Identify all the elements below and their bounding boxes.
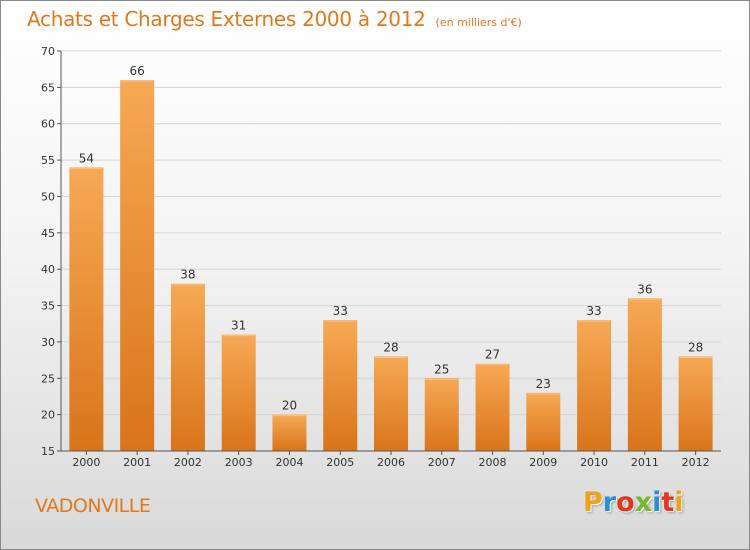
chart-title-text: Achats et Charges Externes 2000 à 2012 [27,7,426,31]
bar [69,167,104,451]
x-tick-label: 2001 [123,456,151,469]
data-label: 23 [536,377,551,391]
x-tick-label: 2007 [428,456,456,469]
x-tick-label: 2003 [225,456,253,469]
data-label: 38 [180,268,195,282]
chart-title: Achats et Charges Externes 2000 à 2012 (e… [27,7,522,31]
proxiti-logo: Proxiti [583,487,684,518]
y-tick-label: 60 [41,118,55,131]
data-label: 25 [434,362,449,376]
bar [120,80,155,451]
bar [577,320,612,451]
bar [627,298,662,451]
logo-letter: x [634,487,653,518]
bar [374,356,408,451]
x-tick-label: 2000 [72,456,100,469]
y-tick-label: 40 [41,263,55,276]
y-tick-label: 20 [41,409,55,422]
y-tick-label: 65 [41,81,55,94]
bar [221,334,256,451]
x-tick-label: 2011 [631,456,659,469]
data-label: 27 [485,348,500,362]
bar [475,363,510,451]
x-tick-label: 2004 [275,456,303,469]
y-tick-label: 50 [41,190,55,203]
data-label: 66 [130,64,145,78]
x-tick-label: 2008 [479,456,507,469]
x-tick-label: 2006 [377,456,405,469]
bar [424,378,459,451]
y-tick-label: 30 [41,336,55,349]
bar [272,414,307,451]
x-tick-label: 2005 [326,456,354,469]
data-label: 28 [383,340,398,354]
y-tick-label: 55 [41,154,55,167]
chart-unit: (en milliers d'€) [435,16,522,29]
data-label: 36 [637,282,652,296]
x-tick-label: 2012 [682,456,710,469]
x-tick-label: 2010 [580,456,608,469]
logo-letter: i [674,487,684,518]
data-label: 28 [688,340,703,354]
data-label: 33 [333,304,348,318]
x-tick-label: 2009 [529,456,557,469]
bar [526,392,561,451]
y-tick-label: 15 [41,445,55,458]
y-tick-label: 25 [41,372,55,385]
bar [323,320,358,451]
data-label: 54 [79,151,94,165]
y-tick-label: 45 [41,227,55,240]
bar [170,283,205,451]
logo-letter: P [583,487,603,518]
logo-letter: i [652,487,662,518]
x-tick-label: 2002 [174,456,202,469]
y-tick-label: 35 [41,300,55,313]
place-name: VADONVILLE [35,495,151,517]
logo-letter: t [661,487,675,518]
bar [678,356,713,451]
data-label: 20 [282,399,297,413]
logo-letter: r [602,487,617,518]
data-label: 31 [231,319,246,333]
logo-letter: o [616,487,635,518]
data-label: 33 [586,304,601,318]
y-tick-label: 70 [41,45,55,58]
